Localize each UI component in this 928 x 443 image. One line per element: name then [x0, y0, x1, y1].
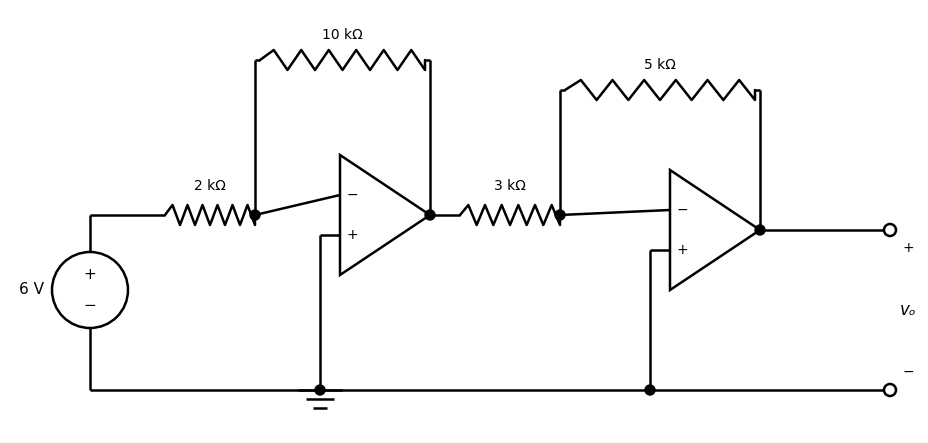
Text: vₒ: vₒ	[898, 301, 915, 319]
Text: 2 kΩ: 2 kΩ	[194, 179, 226, 193]
Text: +: +	[346, 228, 357, 242]
Text: 6 V: 6 V	[19, 283, 45, 298]
Circle shape	[424, 210, 434, 220]
Circle shape	[644, 385, 654, 395]
Text: 3 kΩ: 3 kΩ	[494, 179, 525, 193]
Circle shape	[250, 210, 260, 220]
Text: −: −	[346, 188, 357, 202]
Text: 10 kΩ: 10 kΩ	[322, 28, 363, 42]
Text: −: −	[901, 365, 913, 379]
Text: 5 kΩ: 5 kΩ	[643, 58, 676, 72]
Circle shape	[554, 210, 564, 220]
Text: −: −	[676, 203, 687, 217]
Circle shape	[754, 225, 764, 235]
Text: +: +	[676, 243, 687, 257]
Text: −: −	[84, 298, 97, 313]
Text: +: +	[901, 241, 913, 255]
Circle shape	[315, 385, 325, 395]
Text: +: +	[84, 267, 97, 282]
